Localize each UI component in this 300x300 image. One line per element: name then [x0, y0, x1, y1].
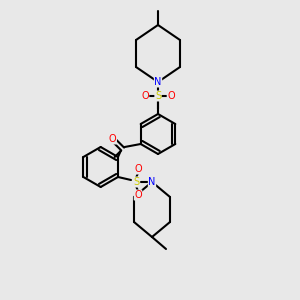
Text: O: O	[134, 164, 142, 174]
Text: O: O	[141, 91, 149, 101]
Text: S: S	[133, 177, 139, 187]
Text: O: O	[167, 91, 175, 101]
Text: S: S	[155, 91, 161, 101]
Text: O: O	[109, 134, 116, 144]
Text: N: N	[154, 77, 162, 87]
Text: O: O	[134, 190, 142, 200]
Text: N: N	[148, 177, 156, 187]
